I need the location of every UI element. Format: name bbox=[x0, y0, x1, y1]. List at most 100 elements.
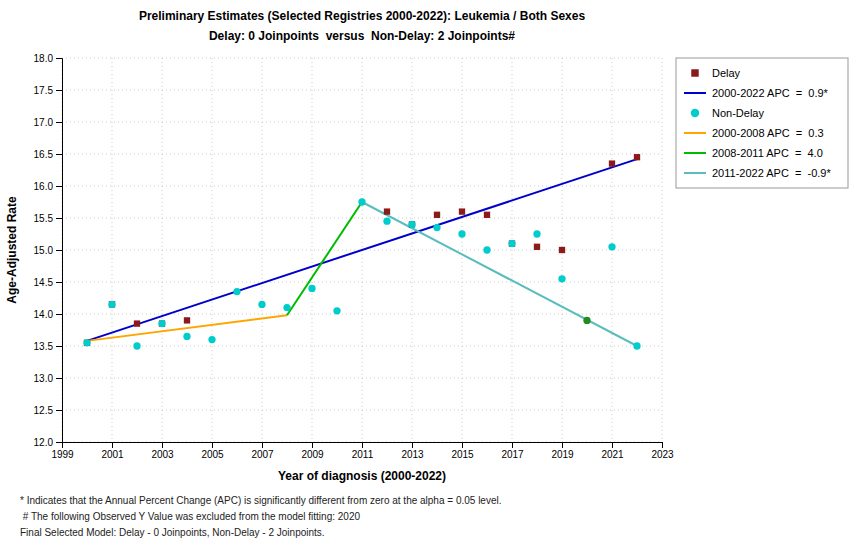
tick: 14.0 bbox=[34, 309, 62, 320]
grid-line bbox=[312, 58, 313, 442]
tick: 2009 bbox=[301, 442, 324, 460]
tick: 2011 bbox=[352, 442, 374, 460]
point bbox=[109, 301, 115, 307]
plot-area: 1999200120032005200720092011201320152017… bbox=[34, 53, 675, 460]
point bbox=[484, 212, 490, 218]
tick: 12.5 bbox=[34, 405, 62, 416]
point bbox=[208, 336, 215, 343]
tick-mark bbox=[512, 442, 513, 448]
tick: 2001 bbox=[101, 442, 124, 460]
grid-line bbox=[62, 218, 662, 219]
tick-mark bbox=[462, 442, 463, 448]
point bbox=[258, 301, 265, 308]
tick-label: 16.5 bbox=[34, 149, 54, 160]
grid-line bbox=[62, 90, 662, 91]
tick-label: 18.0 bbox=[34, 53, 54, 64]
tick-mark bbox=[112, 442, 113, 448]
tick-mark bbox=[56, 250, 62, 251]
point bbox=[384, 208, 390, 214]
legend-label: Non-Delay bbox=[712, 107, 764, 119]
tick-label: 2023 bbox=[651, 449, 674, 460]
grid-line bbox=[62, 122, 662, 123]
grid-line bbox=[412, 58, 413, 442]
tick-label: 2015 bbox=[451, 449, 474, 460]
legend-box bbox=[676, 58, 848, 188]
tick: 13.5 bbox=[34, 341, 62, 352]
tick: 2017 bbox=[501, 442, 524, 460]
tick-mark bbox=[56, 346, 62, 347]
point bbox=[433, 224, 440, 231]
tick-mark bbox=[212, 442, 213, 448]
legend-swatch bbox=[684, 152, 706, 154]
point bbox=[558, 275, 565, 282]
chart: 1999200120032005200720092011201320152017… bbox=[0, 0, 857, 554]
tick-label: 13.5 bbox=[34, 341, 54, 352]
tick-label: 15.0 bbox=[34, 245, 54, 256]
tick: 13.0 bbox=[34, 373, 62, 384]
tick-mark bbox=[56, 90, 62, 91]
point bbox=[483, 246, 490, 253]
point bbox=[134, 320, 140, 326]
footnote: Final Selected Model: Delay - 0 Joinpoin… bbox=[20, 527, 325, 538]
footnote: # The following Observed Y Value was exc… bbox=[20, 511, 360, 522]
x-axis: 1999200120032005200720092011201320152017… bbox=[51, 442, 674, 460]
tick: 15.5 bbox=[34, 213, 62, 224]
tick-label: 2003 bbox=[151, 449, 174, 460]
tick: 2005 bbox=[201, 442, 224, 460]
tick-label: 2011 bbox=[352, 449, 374, 460]
point bbox=[133, 342, 140, 349]
tick: 2023 bbox=[651, 442, 674, 460]
grid-line bbox=[62, 58, 662, 59]
legend-label: 2008-2011 APC = 4.0 bbox=[712, 147, 823, 159]
tick-label: 2017 bbox=[501, 449, 524, 460]
grid-line bbox=[62, 378, 662, 379]
tick-label: 2009 bbox=[301, 449, 324, 460]
tick: 2007 bbox=[251, 442, 274, 460]
tick-mark bbox=[412, 442, 413, 448]
point bbox=[533, 230, 540, 237]
point bbox=[283, 304, 290, 311]
point bbox=[84, 340, 90, 346]
tick-label: 17.0 bbox=[34, 117, 54, 128]
point bbox=[183, 333, 190, 340]
tick-label: 14.0 bbox=[34, 309, 54, 320]
tick-label: 12.5 bbox=[34, 405, 54, 416]
point bbox=[534, 244, 540, 250]
title: Preliminary Estimates (Selected Registri… bbox=[139, 9, 586, 23]
tick-mark bbox=[162, 442, 163, 448]
tick-mark bbox=[56, 58, 62, 59]
point bbox=[608, 243, 615, 250]
grid-line bbox=[62, 282, 662, 283]
y-axis: 12.012.513.013.514.014.515.015.516.016.5… bbox=[34, 53, 63, 448]
legend-label: 2011-2022 APC = -0.9* bbox=[712, 167, 831, 179]
tick: 1999 bbox=[51, 442, 74, 460]
tick: 16.0 bbox=[34, 181, 62, 192]
tick: 14.5 bbox=[34, 277, 62, 288]
point bbox=[609, 160, 615, 166]
point bbox=[358, 198, 365, 205]
point bbox=[159, 320, 165, 326]
tick: 17.5 bbox=[34, 85, 62, 96]
point bbox=[184, 317, 190, 323]
point bbox=[434, 212, 440, 218]
point bbox=[408, 221, 415, 228]
grid-line bbox=[112, 58, 113, 442]
grid-line bbox=[212, 58, 213, 442]
tick-mark bbox=[56, 410, 62, 411]
legend-item: 2000-2022 APC = 0.9* bbox=[684, 87, 829, 99]
tick-mark bbox=[312, 442, 313, 448]
tick-label: 14.5 bbox=[34, 277, 54, 288]
legend-item: 2000-2008 APC = 0.3 bbox=[684, 127, 824, 139]
point bbox=[508, 240, 515, 247]
tick: 18.0 bbox=[34, 53, 62, 64]
trend-line bbox=[87, 159, 637, 341]
legend-label: 2000-2022 APC = 0.9* bbox=[712, 87, 829, 99]
point bbox=[583, 317, 590, 324]
point bbox=[559, 247, 565, 253]
grid-line bbox=[62, 410, 662, 411]
tick: 2019 bbox=[551, 442, 574, 460]
footnote: * Indicates that the Annual Percent Chan… bbox=[20, 495, 501, 506]
point bbox=[108, 301, 115, 308]
trend-line bbox=[87, 315, 287, 341]
grid-line bbox=[62, 346, 662, 347]
